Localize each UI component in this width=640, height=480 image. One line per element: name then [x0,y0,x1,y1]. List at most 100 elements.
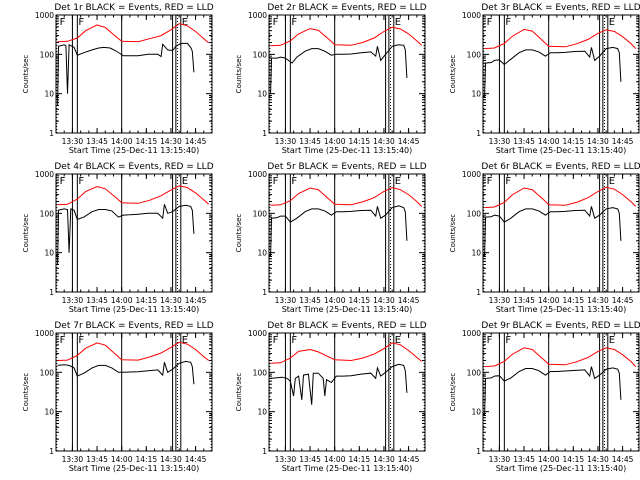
plot-frame [268,173,426,293]
panel-title: Det 9r BLACK = Events, RED = LLD [481,321,640,331]
x-tick-label: 13:30 [489,455,511,464]
y-tick-label: 100 [253,209,268,218]
lld-series-line [484,347,637,368]
y-axis-label: Counts/sec [22,214,30,253]
flag-label: E [182,17,188,28]
flag-label: E [609,335,615,346]
y-tick-label: 100 [467,368,482,377]
panel-9: Det 9r BLACK = Events, RED = LLD 1 10 100 10… [449,321,640,473]
x-tick-label: 14:00 [324,296,346,305]
x-tick-label: 14:00 [538,137,560,146]
y-axis-label: Counts/sec [235,373,243,412]
x-tick-label: 14:45 [398,455,420,464]
panel-title: Det 7r BLACK = Events, RED = LLD [54,321,213,331]
lld-series-line [484,186,637,209]
y-tick-label: 100 [40,368,55,377]
flag-label: E [182,176,188,187]
flag-label: F [60,335,66,346]
y-axis-label: Counts/sec [449,55,457,94]
plot-frame [55,332,213,452]
panel-title: Det 1r BLACK = Events, RED = LLD [54,3,213,13]
panel-4: Det 4r BLACK = Events, RED = LLD 1 10 100 10… [22,162,214,314]
x-tick-label: 14:00 [324,455,346,464]
y-tick-label: 100 [467,209,482,218]
lld-series-line [57,23,210,44]
flag-label: F [273,17,279,28]
flag-label: F [505,176,511,187]
panel-title: Det 4r BLACK = Events, RED = LLD [54,162,213,172]
panel-2: Det 2r BLACK = Events, RED = LLD 1 10 100 10… [235,3,427,155]
y-tick-label: 1000 [35,329,54,338]
x-tick-label: 14:00 [111,137,133,146]
flag-label: E [182,335,188,346]
flag-label: E [609,17,615,28]
x-axis-label: Start Time (25-Dec-11 13:15:40) [282,464,413,473]
x-tick-label: 14:30 [373,296,395,305]
panel-3: Det 3r BLACK = Events, RED = LLD 1 10 100 10… [449,3,640,155]
x-tick-label: 13:30 [62,455,84,464]
x-tick-label: 13:45 [513,455,535,464]
y-tick-label: 1 [49,447,54,456]
y-tick-label: 10 [471,90,481,99]
y-tick-label: 1000 [35,11,54,20]
y-tick-label: 10 [44,249,54,258]
x-tick-label: 14:15 [136,137,158,146]
x-tick-label: 13:30 [62,296,84,305]
flag-label: F [505,17,511,28]
x-tick-label: 14:00 [324,137,346,146]
plot-frame [55,14,213,134]
y-tick-label: 10 [44,408,54,417]
x-tick-label: 13:45 [86,455,108,464]
x-tick-label: 14:15 [349,137,371,146]
x-tick-label: 13:30 [489,137,511,146]
flag-label: F [78,176,84,187]
x-axis-label: Start Time (25-Dec-11 13:15:40) [69,464,200,473]
y-tick-label: 10 [44,90,54,99]
flag-label: F [78,335,84,346]
events-series-line [484,366,622,416]
x-tick-label: 14:45 [612,137,634,146]
flag-label: E [395,176,401,187]
x-tick-label: 14:30 [373,455,395,464]
y-tick-label: 1 [476,129,481,138]
events-series-line [270,205,408,257]
y-tick-label: 100 [40,50,55,59]
plot-frame [55,173,213,293]
flag-label: F [291,17,297,28]
flag-label: F [60,17,66,28]
flag-label: F [273,176,279,187]
plot-frame [482,173,640,293]
flag-label: F [291,335,297,346]
y-tick-label: 1000 [248,329,267,338]
lld-series-line [57,185,210,206]
x-tick-label: 13:45 [299,296,321,305]
y-tick-label: 10 [257,408,267,417]
events-series-line [57,204,195,265]
events-series-line [270,363,408,405]
x-tick-label: 14:45 [185,137,207,146]
flag-label: F [78,17,84,28]
x-tick-label: 13:30 [62,137,84,146]
y-axis-label: Counts/sec [235,214,243,253]
x-tick-label: 14:00 [111,455,133,464]
y-tick-label: 1 [262,288,267,297]
flag-label: E [609,176,615,187]
x-tick-label: 14:30 [587,296,609,305]
panel-title: Det 8r BLACK = Events, RED = LLD [267,321,426,331]
x-axis-label: Start Time (25-Dec-11 13:15:40) [496,305,627,314]
flag-label: E [395,335,401,346]
x-tick-label: 13:45 [513,137,535,146]
lld-series-line [270,26,423,47]
x-tick-label: 14:45 [612,296,634,305]
x-axis-label: Start Time (25-Dec-11 13:15:40) [496,464,627,473]
x-tick-label: 14:00 [538,455,560,464]
x-tick-label: 13:30 [275,455,297,464]
events-series-line [57,42,195,106]
y-tick-label: 10 [471,249,481,258]
x-tick-label: 13:45 [513,296,535,305]
events-series-line [57,360,195,385]
y-tick-label: 1000 [248,170,267,179]
y-tick-label: 1000 [462,170,481,179]
